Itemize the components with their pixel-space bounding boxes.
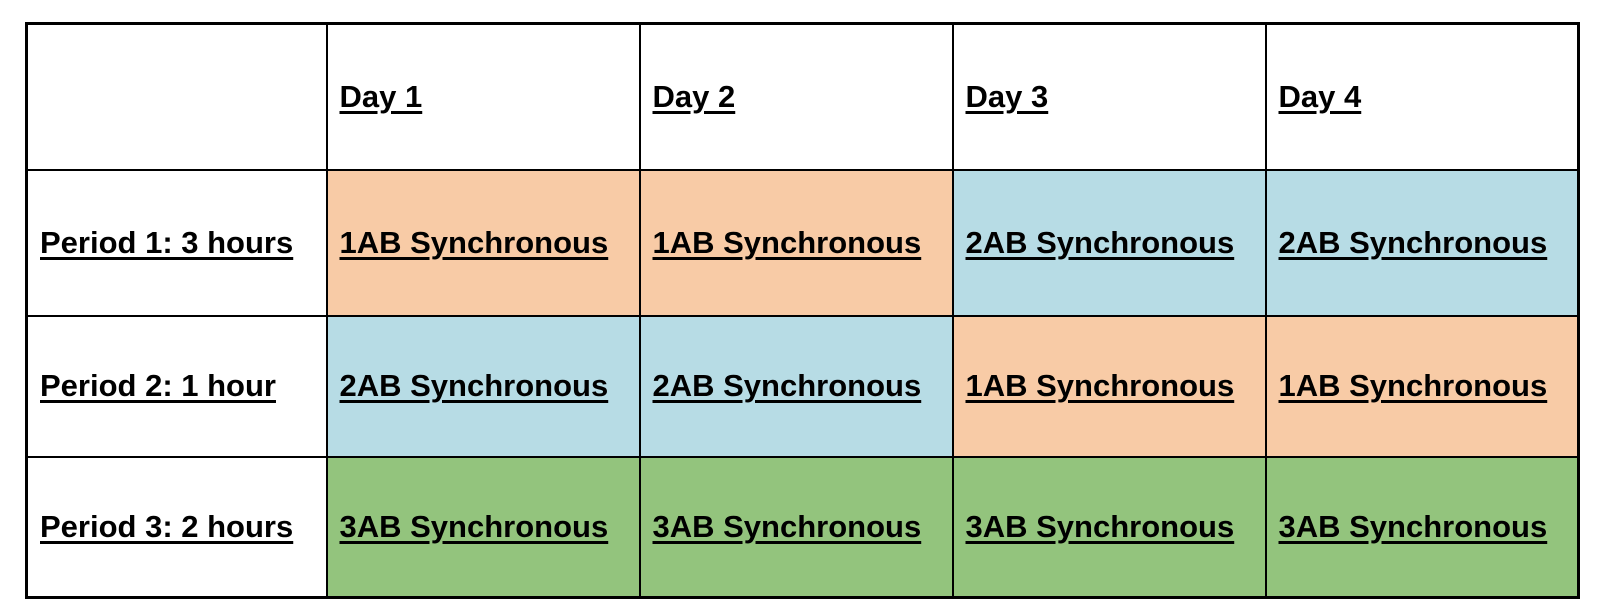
schedule-cell: 3AB Synchronous xyxy=(325,455,641,599)
schedule-cell-label: 1AB Synchronous xyxy=(652,224,922,260)
row-header-label: Period 3: 2 hours xyxy=(40,508,294,544)
header-row: Day 1 Day 2 Day 3 Day 4 xyxy=(25,22,1580,171)
schedule-cell: 2AB Synchronous xyxy=(325,314,641,458)
schedule-cell: 3AB Synchronous xyxy=(951,455,1267,599)
schedule-cell-label: 1AB Synchronous xyxy=(965,368,1235,404)
column-header-day-4: Day 4 xyxy=(1264,22,1580,171)
schedule-cell: 1AB Synchronous xyxy=(1264,314,1580,458)
schedule-cell-label: 2AB Synchronous xyxy=(1278,224,1548,260)
schedule-cell: 1AB Synchronous xyxy=(325,168,641,317)
schedule-cell-label: 3AB Synchronous xyxy=(965,508,1235,544)
column-header-day-3: Day 3 xyxy=(951,22,1267,171)
column-header-label: Day 1 xyxy=(339,78,423,114)
schedule-cell-label: 1AB Synchronous xyxy=(1278,368,1548,404)
row-header-period-1: Period 1: 3 hours xyxy=(25,168,328,317)
schedule-cell: 3AB Synchronous xyxy=(1264,455,1580,599)
row-header-period-2: Period 2: 1 hour xyxy=(25,314,328,458)
schedule-cell: 2AB Synchronous xyxy=(638,314,954,458)
column-header-label: Day 2 xyxy=(652,78,736,114)
schedule-table: Day 1 Day 2 Day 3 Day 4 Period 1: 3 hour… xyxy=(25,22,1580,599)
schedule-cell: 1AB Synchronous xyxy=(951,314,1267,458)
schedule-cell-label: 2AB Synchronous xyxy=(339,368,609,404)
schedule-cell: 1AB Synchronous xyxy=(638,168,954,317)
schedule-cell: 2AB Synchronous xyxy=(1264,168,1580,317)
schedule-cell-label: 3AB Synchronous xyxy=(339,508,609,544)
schedule-cell-label: 3AB Synchronous xyxy=(652,508,922,544)
schedule-cell: 3AB Synchronous xyxy=(638,455,954,599)
column-header-day-2: Day 2 xyxy=(638,22,954,171)
table-row-period-1: Period 1: 3 hours 1AB Synchronous 1AB Sy… xyxy=(25,168,1580,317)
corner-cell xyxy=(25,22,328,171)
row-header-label: Period 1: 3 hours xyxy=(40,224,294,260)
column-header-label: Day 3 xyxy=(965,78,1049,114)
row-header-label: Period 2: 1 hour xyxy=(40,368,276,404)
schedule-cell-label: 2AB Synchronous xyxy=(965,224,1235,260)
table-row-period-3: Period 3: 2 hours 3AB Synchronous 3AB Sy… xyxy=(25,455,1580,599)
schedule-cell-label: 3AB Synchronous xyxy=(1278,508,1548,544)
schedule-cell-label: 1AB Synchronous xyxy=(339,224,609,260)
schedule-cell: 2AB Synchronous xyxy=(951,168,1267,317)
column-header-label: Day 4 xyxy=(1278,78,1362,114)
column-header-day-1: Day 1 xyxy=(325,22,641,171)
schedule-cell-label: 2AB Synchronous xyxy=(652,368,922,404)
row-header-period-3: Period 3: 2 hours xyxy=(25,455,328,599)
table-row-period-2: Period 2: 1 hour 2AB Synchronous 2AB Syn… xyxy=(25,314,1580,458)
